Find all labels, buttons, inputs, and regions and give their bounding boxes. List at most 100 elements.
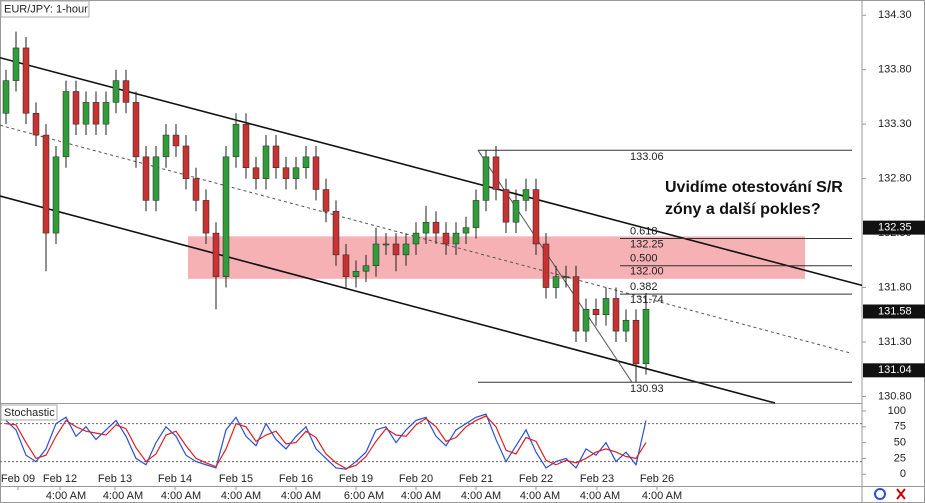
candle-body xyxy=(622,319,630,332)
annotation: zóny a další pokles? xyxy=(665,201,821,218)
candle-body xyxy=(92,102,100,125)
candle-body xyxy=(62,91,70,158)
candle-body xyxy=(252,167,260,179)
fib-ratio: 0.382 xyxy=(630,281,658,293)
fib-price: 132.00 xyxy=(630,266,664,278)
y-tick-label: 131.30 xyxy=(878,336,912,348)
x-tick-label: Feb 20 xyxy=(399,473,433,485)
candle-body xyxy=(232,123,240,158)
candle-body xyxy=(412,232,420,245)
candle-body xyxy=(242,123,250,168)
candle-body xyxy=(32,113,40,136)
candle-body xyxy=(422,221,430,234)
candle-body xyxy=(112,80,120,103)
stoch-tick-label: 0 xyxy=(900,468,906,480)
y-tick-label: 130.80 xyxy=(878,390,912,402)
candle-body xyxy=(82,102,90,125)
candle-body xyxy=(302,156,310,168)
x-tick-label: Feb 12 xyxy=(43,473,77,485)
candle-body xyxy=(102,102,110,125)
title-box xyxy=(0,0,90,18)
x-tick-label: Feb 14 xyxy=(158,473,192,485)
candle-body xyxy=(172,134,180,147)
price-marker-label: 132.35 xyxy=(878,222,912,234)
x-tick-label-minor: 4:00 AM xyxy=(281,490,321,502)
x-tick-label-minor: 4:00 AM xyxy=(580,490,620,502)
candle-body xyxy=(282,167,290,179)
fib-price: 130.93 xyxy=(630,383,664,395)
y-tick-label: 132.80 xyxy=(878,173,912,185)
candle-body xyxy=(432,221,440,234)
price-marker xyxy=(863,220,925,235)
price-marker-label: 131.04 xyxy=(878,364,912,376)
candle-body xyxy=(12,47,20,81)
x-tick-label-minor: 4:00 AM xyxy=(103,490,143,502)
candle-body xyxy=(442,232,450,245)
candle-body xyxy=(582,309,590,332)
candle-body xyxy=(462,227,470,234)
x-tick-label-minor: 4:00 AM xyxy=(642,490,682,502)
x-tick-label-minor: 4:00 AM xyxy=(221,490,261,502)
x-tick-label: Feb 19 xyxy=(339,473,373,485)
candle-body xyxy=(532,189,540,245)
candle-body xyxy=(512,200,520,223)
x-tick-label: Feb 13 xyxy=(98,473,132,485)
candle-body xyxy=(642,309,650,365)
candle-body xyxy=(52,156,60,234)
x-tick-label: Feb 21 xyxy=(459,473,493,485)
candle-body xyxy=(142,156,150,201)
candle-body xyxy=(602,298,610,316)
candle-body xyxy=(22,47,30,114)
candle-body xyxy=(452,232,460,245)
candle-body xyxy=(182,145,190,179)
candle-body xyxy=(42,134,50,234)
candle-body xyxy=(392,243,400,256)
y-tick-label: 134.30 xyxy=(878,9,912,21)
candle-body xyxy=(612,298,620,332)
stoch-tick-label: 75 xyxy=(894,421,906,433)
candle-body xyxy=(2,80,10,114)
candle-body xyxy=(122,80,130,103)
x-tick-label: Feb 22 xyxy=(519,473,553,485)
stoch-line xyxy=(5,415,647,470)
candle-body xyxy=(362,265,370,272)
x-tick-label-minor: 4:00 AM xyxy=(401,490,441,502)
sr-zone xyxy=(188,236,805,279)
candle-body xyxy=(572,276,580,332)
x-tick-label-minor: 4:00 AM xyxy=(461,490,501,502)
x-tick-label-minor: 4:00 AM xyxy=(46,490,86,502)
stoch-line xyxy=(5,413,647,470)
candle-body xyxy=(332,211,340,256)
y-tick-label: 133.30 xyxy=(878,118,912,130)
icon[interactable] xyxy=(896,488,906,500)
x-tick-label: Feb 15 xyxy=(219,473,253,485)
fib-anchor xyxy=(477,150,633,383)
y-tick-label: 133.80 xyxy=(878,64,912,76)
pane-title: Stochastic xyxy=(4,407,55,419)
channel-line xyxy=(0,56,863,287)
annotation: Uvidíme otestování S/R xyxy=(665,179,843,196)
stoch-tick-label: 25 xyxy=(894,452,906,464)
price-marker xyxy=(863,363,925,378)
candle-body xyxy=(272,145,280,168)
x-tick-label-minor: 6:00 AM xyxy=(344,490,384,502)
candle-body xyxy=(492,156,500,190)
fib-ratio: 0.618 xyxy=(630,225,658,237)
candle-body xyxy=(592,309,600,316)
candle-body xyxy=(482,156,490,201)
candle-body xyxy=(312,156,320,190)
icon[interactable] xyxy=(874,488,886,500)
candle-body xyxy=(202,200,210,234)
fib-price: 132.25 xyxy=(630,238,664,250)
x-tick-label: Feb 09 xyxy=(1,473,35,485)
candle-body xyxy=(132,102,140,158)
candle-body xyxy=(372,243,380,267)
candle-body xyxy=(152,156,160,201)
candle-body xyxy=(322,189,330,212)
candle-body xyxy=(72,91,80,125)
candle-body xyxy=(162,134,170,158)
price-marker-label: 131.58 xyxy=(878,305,912,317)
candle-body xyxy=(472,200,480,228)
